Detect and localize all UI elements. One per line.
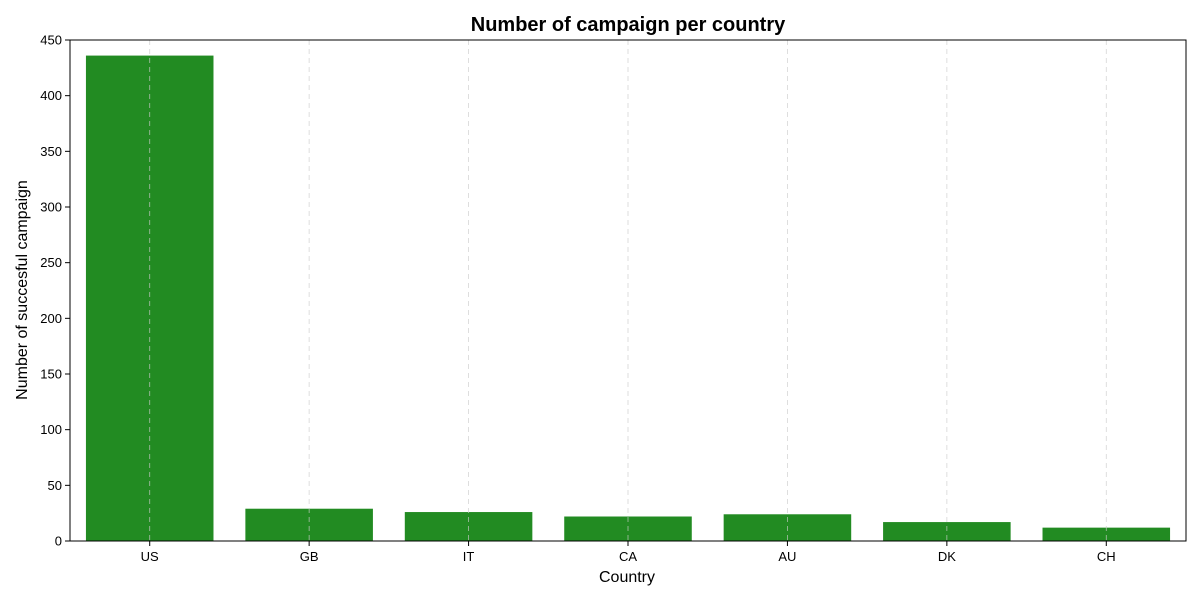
y-tick-label: 150 bbox=[40, 367, 62, 382]
x-tick-label-us: US bbox=[141, 549, 159, 564]
x-axis-ticks: US GB IT CA AU DK CH bbox=[141, 541, 1116, 564]
x-tick-label-dk: DK bbox=[938, 549, 956, 564]
y-tick-label: 350 bbox=[40, 144, 62, 159]
y-tick-label: 300 bbox=[40, 200, 62, 215]
y-tick-label: 250 bbox=[40, 255, 62, 270]
x-tick-label-ch: CH bbox=[1097, 549, 1116, 564]
chart-title: Number of campaign per country bbox=[471, 14, 786, 36]
bar-ch bbox=[1042, 527, 1171, 541]
y-tick-label: 450 bbox=[40, 33, 62, 48]
x-tick-label-ca: CA bbox=[619, 549, 637, 564]
y-tick-label: 400 bbox=[40, 88, 62, 103]
y-tick-label: 50 bbox=[48, 478, 62, 493]
y-axis-ticks: 0 50 100 150 200 250 300 350 400 450 bbox=[40, 33, 70, 549]
x-tick-label-gb: GB bbox=[300, 549, 319, 564]
y-tick-label: 0 bbox=[55, 534, 62, 549]
bars bbox=[85, 55, 1171, 541]
y-axis-label: Number of succesful campaign bbox=[14, 180, 31, 400]
vertical-grid-lines bbox=[149, 40, 1107, 541]
x-tick-label-au: AU bbox=[778, 549, 796, 564]
bar-us bbox=[85, 55, 214, 541]
y-tick-label: 100 bbox=[40, 422, 62, 437]
x-axis-label: Country bbox=[599, 569, 655, 586]
x-tick-label-it: IT bbox=[463, 549, 475, 564]
y-tick-label: 200 bbox=[40, 311, 62, 326]
bar-dk bbox=[883, 522, 1011, 541]
